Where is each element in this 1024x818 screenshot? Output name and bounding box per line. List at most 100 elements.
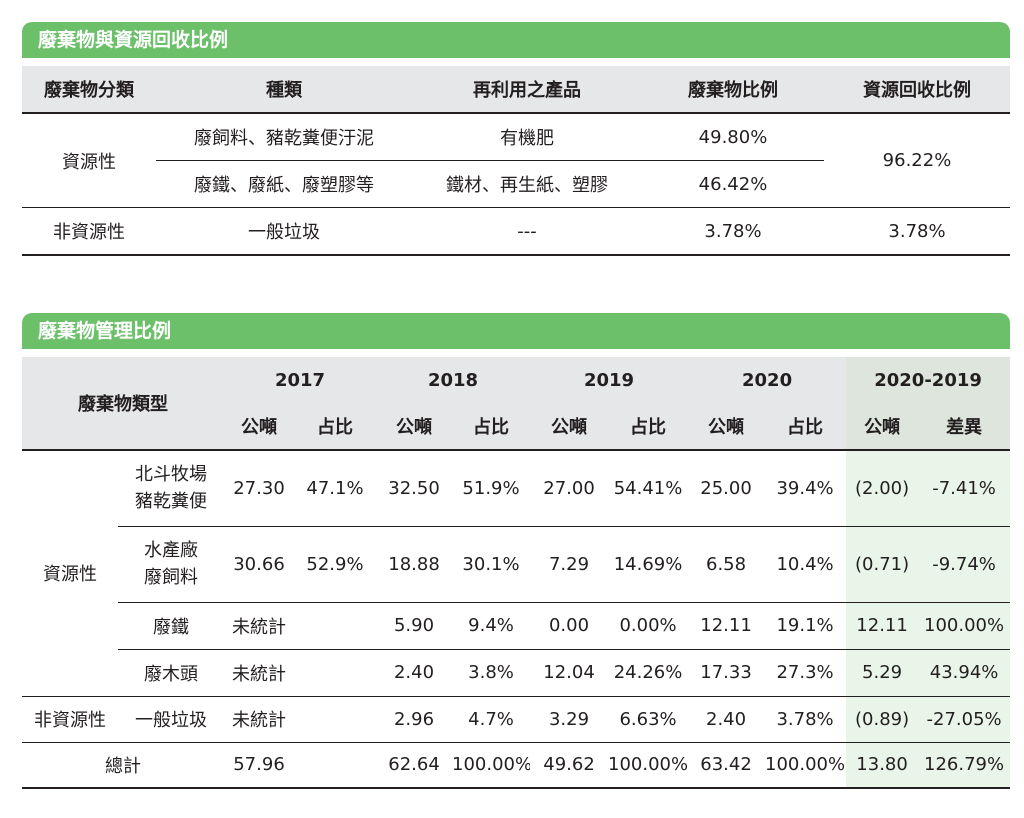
value-cell <box>294 649 377 697</box>
value-cell: -27.05% <box>918 696 1011 743</box>
category-non-resource: 非資源性 <box>22 207 156 256</box>
header-waste-type: 廢棄物類型 <box>22 357 224 451</box>
header-reuse-product: 再利用之產品 <box>412 66 642 114</box>
value-cell: 27.00 <box>530 450 609 527</box>
ratio-cell: 46.42% <box>642 160 824 208</box>
product-cell: --- <box>412 207 642 256</box>
value-cell: -7.41% <box>918 450 1011 527</box>
header-year: 2018 <box>376 357 531 403</box>
header-unit-ton: 公噸 <box>224 403 294 451</box>
value-cell: 100.00% <box>918 602 1011 650</box>
value-cell: 13.80 <box>846 742 919 789</box>
value-cell: 3.29 <box>530 696 609 743</box>
value-cell: 12.11 <box>846 602 919 650</box>
value-cell: 100.00% <box>608 742 689 789</box>
value-cell: 2.40 <box>688 696 765 743</box>
table1-title: 廢棄物與資源回收比例 <box>22 22 1010 58</box>
header-year: 2017 <box>224 357 377 403</box>
value-cell: 126.79% <box>918 742 1011 789</box>
table2-year-header-row: 廢棄物類型 2017 2018 2019 2020 2020-2019 <box>22 357 1011 451</box>
waste-name-line: 北斗牧場 <box>135 464 207 486</box>
value-cell: 19.1% <box>764 602 847 650</box>
waste-management-table: 廢棄物類型 2017 2018 2019 2020 2020-2019 公噸 占… <box>22 357 1011 789</box>
category-resource: 資源性 <box>22 450 118 697</box>
value-cell: -9.74% <box>918 526 1011 603</box>
value-cell: 47.1% <box>294 450 377 527</box>
value-cell: 未統計 <box>224 602 294 650</box>
table-row: 非資源性 一般垃圾 未統計 2.96 4.7% 3.29 6.63% 2.40 … <box>22 696 1011 743</box>
value-cell: 51.9% <box>452 450 531 527</box>
value-cell: (0.89) <box>846 696 919 743</box>
waste-name-cell: 水產廠 廢飼料 <box>118 526 224 603</box>
header-unit-share: 占比 <box>764 403 847 451</box>
header-unit-share: 占比 <box>608 403 689 451</box>
header-unit-share: 占比 <box>294 403 377 451</box>
value-cell: 24.26% <box>608 649 689 697</box>
value-cell: 27.3% <box>764 649 847 697</box>
header-unit-ton: 公噸 <box>688 403 765 451</box>
value-cell: 0.00 <box>530 602 609 650</box>
header-unit-ton: 公噸 <box>376 403 453 451</box>
value-cell: 3.78% <box>764 696 847 743</box>
value-cell: 32.50 <box>376 450 453 527</box>
waste-name-line: 水產廠 <box>144 540 198 561</box>
header-recycle-ratio: 資源回收比例 <box>824 66 1010 114</box>
value-cell: 57.96 <box>224 742 294 789</box>
header-waste-category: 廢棄物分類 <box>22 66 156 114</box>
value-cell: (2.00) <box>846 450 919 527</box>
ratio-cell: 49.80% <box>642 113 824 161</box>
table-row: 非資源性 一般垃圾 --- 3.78% 3.78% <box>22 207 1010 256</box>
value-cell: 4.7% <box>452 696 531 743</box>
table2-unit-header-row: 公噸 占比 公噸 占比 公噸 占比 公噸 占比 公噸 差異 <box>22 403 1011 451</box>
waste-name-cell: 北斗牧場 豬乾糞便 <box>118 450 224 527</box>
recycle-ratio-cell: 96.22% <box>824 113 1010 208</box>
category-resource: 資源性 <box>22 113 156 208</box>
value-cell: 9.4% <box>452 602 531 650</box>
value-cell <box>294 696 377 743</box>
header-year: 2020 <box>688 357 847 403</box>
product-cell: 鐵材、再生紙、塑膠 <box>412 160 642 208</box>
value-cell: 5.90 <box>376 602 453 650</box>
product-cell: 有機肥 <box>412 113 642 161</box>
header-unit-ton: 公噸 <box>530 403 609 451</box>
header-unit-share: 占比 <box>452 403 531 451</box>
value-cell: 49.62 <box>530 742 609 789</box>
value-cell: 未統計 <box>224 696 294 743</box>
value-cell: 52.9% <box>294 526 377 603</box>
value-cell: 未統計 <box>224 649 294 697</box>
value-cell: 25.00 <box>688 450 765 527</box>
waste-name-cell: 廢鐵 <box>118 602 224 650</box>
value-cell: 43.94% <box>918 649 1011 697</box>
value-cell: 6.63% <box>608 696 689 743</box>
value-cell: 39.4% <box>764 450 847 527</box>
category-non-resource: 非資源性 <box>22 696 118 743</box>
value-cell <box>294 742 377 789</box>
table2-title: 廢棄物管理比例 <box>22 313 1010 349</box>
table-row: 廢鐵 未統計 5.90 9.4% 0.00 0.00% 12.11 19.1% … <box>22 602 1011 650</box>
header-unit-diff: 差異 <box>918 403 1011 451</box>
total-label: 總計 <box>22 742 224 789</box>
table-row: 水產廠 廢飼料 30.66 52.9% 18.88 30.1% 7.29 14.… <box>22 526 1011 603</box>
value-cell: 62.64 <box>376 742 453 789</box>
value-cell: 10.4% <box>764 526 847 603</box>
type-cell: 廢飼料、豬乾糞便汙泥 <box>156 113 412 161</box>
type-cell: 廢鐵、廢紙、廢塑膠等 <box>156 160 412 208</box>
value-cell: 30.66 <box>224 526 294 603</box>
table-row: 廢木頭 未統計 2.40 3.8% 12.04 24.26% 17.33 27.… <box>22 649 1011 697</box>
value-cell: 5.29 <box>846 649 919 697</box>
value-cell: 18.88 <box>376 526 453 603</box>
value-cell: 12.04 <box>530 649 609 697</box>
value-cell: 30.1% <box>452 526 531 603</box>
ratio-cell: 3.78% <box>642 207 824 256</box>
waste-name-line: 豬乾糞便 <box>135 491 207 513</box>
value-cell: 7.29 <box>530 526 609 603</box>
value-cell: 54.41% <box>608 450 689 527</box>
waste-name-cell: 一般垃圾 <box>118 696 224 743</box>
recycle-ratio-cell: 3.78% <box>824 207 1010 256</box>
value-cell: 2.96 <box>376 696 453 743</box>
table-row: 廢鐵、廢紙、廢塑膠等 鐵材、再生紙、塑膠 46.42% <box>22 160 1010 208</box>
value-cell: 100.00% <box>452 742 531 789</box>
waste-recycling-table: 廢棄物分類 種類 再利用之產品 廢棄物比例 資源回收比例 資源性 廢飼料、豬乾糞… <box>22 66 1010 256</box>
value-cell: 12.11 <box>688 602 765 650</box>
header-unit-ton: 公噸 <box>846 403 919 451</box>
